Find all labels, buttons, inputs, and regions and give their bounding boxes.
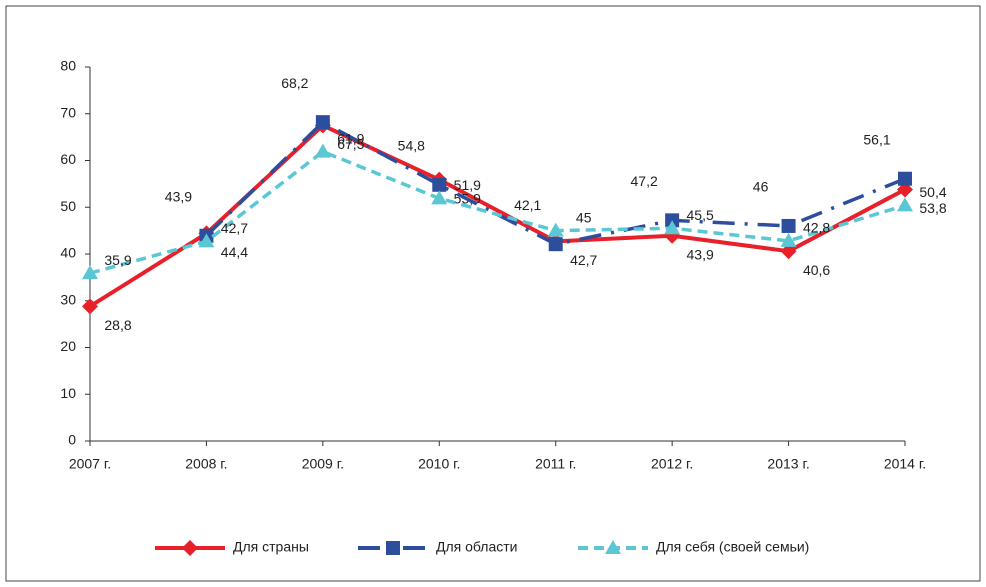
data-label: 45,5 [687,207,714,223]
data-label: 28,8 [104,317,131,333]
marker [314,143,331,158]
data-label: 56,1 [863,131,890,147]
data-label: 47,2 [631,173,658,189]
chart-border [5,5,981,582]
marker [664,220,681,235]
x-tick-label: 2008 г. [185,456,227,472]
marker [547,222,564,237]
series-line [89,149,906,275]
data-label: 61,9 [337,130,364,146]
data-label: 40,6 [803,262,830,278]
y-tick-label: 20 [60,338,76,354]
legend-label: Для области [436,539,517,555]
y-tick-label: 30 [60,291,76,307]
marker [182,540,198,556]
y-tick-label: 10 [60,385,76,401]
marker [780,243,797,260]
data-label: 46 [753,179,769,195]
legend-label: Для страны [233,539,309,555]
data-label: 43,9 [165,188,192,204]
marker [431,190,448,205]
marker [386,541,400,555]
data-label: 51,9 [454,177,481,193]
marker [898,171,912,186]
legend-label: Для себя (своей семьи) [656,539,809,555]
x-tick-label: 2007 г. [69,456,111,472]
marker [82,265,98,280]
marker [198,233,215,248]
y-tick-label: 70 [60,104,76,120]
x-tick-label: 2011 г. [535,456,576,472]
y-tick-label: 80 [60,58,76,74]
data-label: 43,9 [687,246,714,262]
data-label: 35,9 [104,252,131,268]
marker [548,237,563,252]
y-tick-label: 0 [68,432,76,448]
x-tick-label: 2014 г. [884,456,926,472]
data-label: 42,7 [570,252,597,268]
y-tick-label: 50 [60,198,76,214]
marker [315,115,330,130]
data-label: 68,2 [281,75,308,91]
x-tick-label: 2013 г. [767,456,809,472]
data-label: 42,8 [803,220,830,236]
series-line [88,123,906,309]
marker [82,298,98,315]
data-label: 54,8 [398,138,425,154]
data-label: 45 [576,209,592,225]
marker [780,232,797,247]
data-label: 42,7 [221,220,248,236]
marker [781,218,796,233]
data-label: 42,1 [514,197,541,213]
marker [432,177,447,192]
data-label: 53,8 [919,200,946,216]
data-label: 50,4 [919,184,946,200]
data-label: 44,4 [221,244,248,260]
x-tick-label: 2012 г. [651,456,693,472]
x-tick-label: 2009 г. [302,456,344,472]
y-tick-label: 40 [60,245,76,261]
y-tick-label: 60 [60,151,76,167]
marker [897,197,913,212]
x-tick-label: 2010 г. [418,456,460,472]
marker [605,540,621,554]
